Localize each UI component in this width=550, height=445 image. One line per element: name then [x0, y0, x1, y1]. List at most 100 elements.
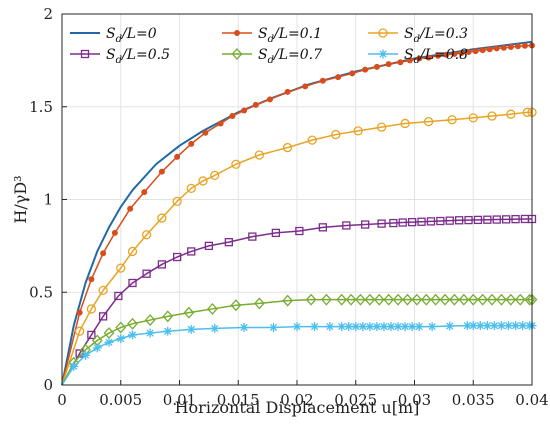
data-point	[373, 293, 385, 306]
data-point	[468, 113, 478, 123]
data-point	[511, 215, 520, 224]
data-point	[473, 215, 483, 225]
legend-swatch-marker	[234, 30, 240, 36]
data-point	[115, 321, 127, 334]
data-point	[492, 215, 501, 224]
data-point	[116, 334, 126, 344]
data-point	[493, 45, 500, 52]
legend-item-5: Sd/L=0.7	[222, 47, 322, 66]
data-point	[254, 297, 265, 310]
data-point	[462, 321, 472, 331]
data-point	[342, 221, 351, 230]
legend-item-1: Sd/L=0	[70, 26, 157, 45]
data-point	[416, 55, 423, 62]
legend-label-sub: d	[414, 55, 420, 66]
x-tick-label: 0.015	[217, 391, 260, 409]
data-point	[392, 293, 404, 306]
data-point	[186, 183, 196, 194]
data-point	[514, 43, 521, 50]
data-point	[398, 218, 407, 227]
data-point	[302, 83, 309, 90]
data-point	[402, 293, 413, 306]
data-point	[114, 291, 123, 301]
data-point	[174, 153, 181, 160]
legend: Sd/L=0 Sd/L=0.1 Sd/L=0.3Sd/L=0.5 Sd/L=0.7 Sd…	[70, 26, 468, 66]
x-tick-label: 0.005	[99, 391, 142, 409]
data-point	[423, 116, 434, 127]
data-point	[76, 309, 83, 316]
data-point	[465, 49, 472, 56]
data-point	[514, 293, 526, 306]
data-point	[496, 321, 506, 331]
x-tick-label: 0.03	[398, 391, 431, 409]
data-point	[511, 321, 521, 331]
data-point	[162, 310, 174, 323]
data-point	[163, 326, 173, 336]
data-point	[128, 330, 137, 340]
data-point	[127, 317, 138, 330]
data-point	[98, 312, 108, 321]
y-tick-label: 2	[43, 5, 53, 23]
data-point	[252, 101, 259, 108]
data-point	[111, 229, 118, 236]
data-point	[407, 322, 417, 332]
data-point	[337, 322, 347, 332]
x-tick-label: 0.04	[515, 391, 548, 409]
x-tick-label: 0.025	[334, 391, 377, 409]
axis-ticks: 0 0.005 0.01 0.015 0.02 0.025 0.03 0.035 0.04 0 0.…	[29, 5, 549, 409]
data-point	[451, 50, 458, 57]
data-point	[145, 328, 155, 338]
data-point	[372, 322, 382, 332]
data-point	[321, 293, 332, 306]
data-point	[344, 322, 354, 332]
legend-label-main: S	[258, 47, 268, 63]
series-line-3	[61, 111, 532, 386]
data-point	[217, 120, 224, 127]
data-point	[417, 217, 426, 226]
data-point	[351, 322, 361, 332]
data-point	[467, 293, 479, 306]
legend-label-rest: /L=0	[120, 26, 157, 42]
data-point	[436, 216, 445, 226]
data-point	[87, 330, 96, 340]
data-point	[204, 241, 214, 251]
data-point	[420, 293, 432, 306]
data-point	[81, 350, 90, 360]
data-point	[141, 189, 148, 196]
data-point	[385, 61, 392, 68]
data-point	[521, 42, 528, 49]
data-point	[430, 293, 442, 306]
data-point	[86, 304, 97, 314]
data-point	[447, 115, 457, 125]
legend-item-6: Sd/L=0.8	[368, 47, 468, 66]
data-point	[336, 293, 348, 306]
x-tick-label: 0.02	[280, 391, 313, 409]
data-point	[88, 276, 95, 283]
data-point	[364, 293, 376, 306]
data-point	[202, 129, 209, 136]
legend-swatch-marker	[378, 28, 388, 38]
data-point	[284, 88, 291, 95]
data-point	[475, 321, 485, 331]
data-point	[282, 142, 293, 153]
data-point	[239, 322, 249, 332]
data-point	[377, 219, 386, 228]
x-tick-label: 0	[57, 391, 67, 409]
legend-label-rest: /L=0.3	[418, 26, 468, 42]
data-point	[400, 322, 410, 332]
data-point	[406, 57, 413, 64]
legend-label-sub: d	[116, 34, 122, 45]
data-point	[487, 111, 497, 121]
data-point	[127, 246, 138, 257]
legend-label-main: S	[106, 26, 116, 42]
data-point	[362, 66, 369, 73]
legend-label-rest: /L=0.8	[418, 47, 468, 63]
data-point	[464, 215, 473, 225]
data-point	[310, 322, 320, 332]
series-2	[61, 42, 535, 386]
data-point	[482, 321, 492, 331]
data-point	[373, 63, 380, 70]
data-point	[358, 322, 368, 332]
data-point	[248, 232, 257, 241]
y-tick-label: 0	[43, 376, 53, 394]
